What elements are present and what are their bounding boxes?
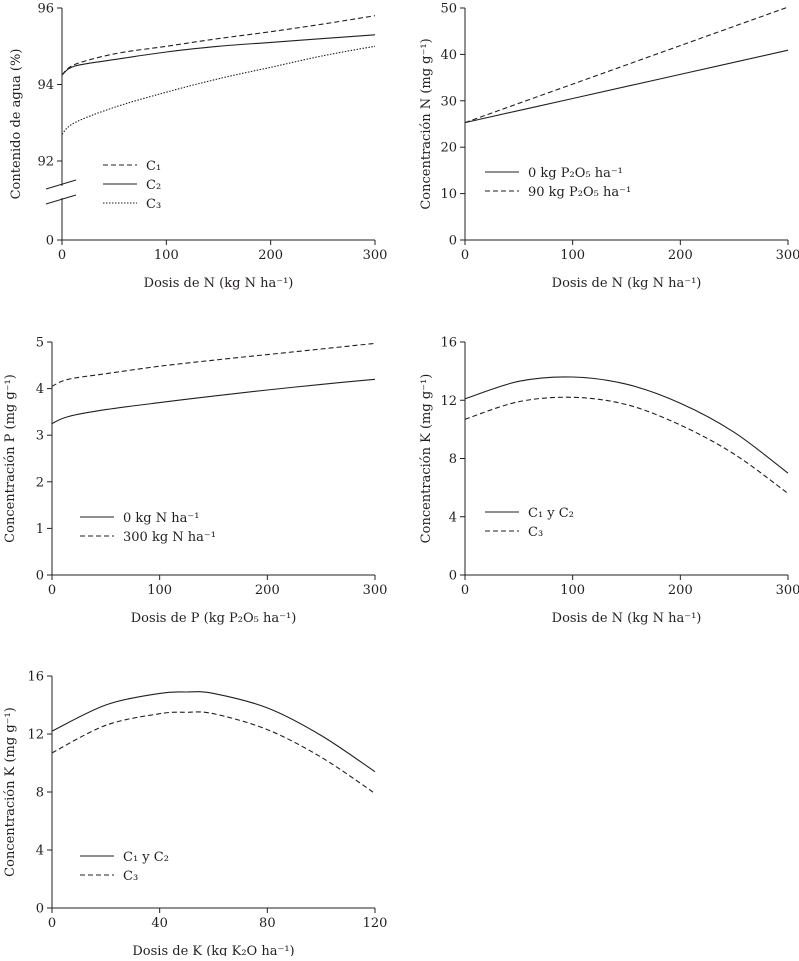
- y-axis-label: Concentración K (mg g⁻¹): [3, 707, 18, 877]
- chart-panel-2: 0 100 200 300 0 10 20 30 40 50 0 kg P₂O₅ ha⁻¹ 90 kg…: [419, 2, 799, 292]
- y-tick-label: 16: [27, 670, 44, 685]
- y-tick-label: 92: [37, 155, 54, 170]
- y-tick-label: 4: [36, 844, 44, 859]
- x-axis-label: Dosis de N (kg N ha⁻¹): [552, 611, 702, 626]
- y-tick-label: 8: [449, 452, 457, 467]
- series-line-1: [51, 378, 376, 425]
- x-tick-label: 120: [363, 916, 388, 931]
- y-tick-label: 16: [440, 336, 457, 351]
- y-tick-label: 20: [440, 141, 457, 156]
- y-tick-label: 4: [36, 382, 44, 397]
- x-tick-label: 100: [560, 248, 585, 263]
- y-tick-label: 0: [46, 234, 54, 249]
- y-tick-label: 5: [36, 336, 44, 351]
- series-line-2: [51, 711, 376, 794]
- series-line-1: [61, 15, 376, 76]
- x-axis-label: Dosis de K (kg K₂O ha⁻¹): [132, 944, 294, 956]
- x-axis-label: Dosis de N (kg N ha⁻¹): [144, 276, 294, 291]
- x-tick-label: 100: [560, 583, 585, 598]
- chart-panel-3: 0 100 200 300 0 1 2 3 4 5 0 kg N ha⁻¹ 300 kg N ha⁻¹…: [3, 336, 387, 627]
- x-axis-label: Dosis de P (kg P₂O₅ ha⁻¹): [131, 611, 297, 626]
- x-tick-label: 300: [776, 248, 799, 263]
- y-tick-label: 0: [449, 234, 457, 249]
- y-tick-label: 94: [37, 78, 54, 93]
- x-tick-label: 0: [48, 583, 56, 598]
- series-line-1: [464, 49, 789, 124]
- series-line-2: [464, 6, 789, 124]
- axis-break-mark: [45, 179, 77, 190]
- x-tick-label: 300: [363, 583, 388, 598]
- series-line-2: [51, 342, 376, 387]
- series-line-1: [464, 376, 789, 474]
- y-tick-label: 2: [36, 475, 44, 490]
- y-tick-label: 10: [440, 187, 457, 202]
- axis-break-gap: [59, 186, 65, 198]
- x-tick-label: 100: [147, 583, 172, 598]
- legend-label: C₃: [528, 525, 543, 540]
- y-tick-label: 96: [37, 2, 54, 17]
- y-tick-label: 8: [36, 786, 44, 801]
- legend-label: C₁ y C₂: [528, 506, 574, 521]
- x-tick-label: 300: [363, 248, 388, 263]
- legend-label: C₂: [146, 178, 161, 193]
- series-line-2: [464, 396, 789, 494]
- legend-label: 90 kg P₂O₅ ha⁻¹: [528, 185, 631, 200]
- x-tick-label: 80: [259, 916, 276, 931]
- y-tick-label: 12: [27, 728, 44, 743]
- x-tick-label: 200: [668, 248, 693, 263]
- chart-panel-4: 0 100 200 300 0 4 8 12 16 C₁ y C₂ C₃ Dosis de N (kg…: [419, 336, 799, 627]
- y-axis-label: Contenido de agua (%): [9, 49, 24, 200]
- y-tick-label: 40: [440, 48, 457, 63]
- x-tick-label: 0: [58, 248, 66, 263]
- legend-label: 0 kg P₂O₅ ha⁻¹: [528, 166, 623, 181]
- y-tick-label: 0: [36, 902, 44, 917]
- y-tick-label: 3: [36, 429, 44, 444]
- x-tick-label: 200: [255, 583, 280, 598]
- x-tick-label: 300: [776, 583, 799, 598]
- legend-label: C₁: [146, 159, 161, 174]
- series-line-3: [61, 45, 376, 135]
- series-line-2: [61, 34, 376, 76]
- y-tick-label: 4: [449, 510, 457, 525]
- x-tick-label: 40: [151, 916, 168, 931]
- y-axis-label: Concentración N (mg g⁻¹): [419, 38, 434, 209]
- chart-panel-5: 0 40 80 120 0 4 8 12 16 C₁ y C₂ C₃ Dosis de K (kg K…: [3, 670, 388, 960]
- legend-label: C₁ y C₂: [123, 850, 169, 865]
- y-tick-label: 30: [440, 94, 457, 109]
- legend-label: 0 kg N ha⁻¹: [123, 511, 199, 526]
- y-tick-label: 0: [36, 569, 44, 584]
- x-tick-label: 0: [48, 916, 56, 931]
- y-tick-label: 1: [36, 522, 44, 537]
- x-axis-label: Dosis de N (kg N ha⁻¹): [552, 276, 702, 291]
- y-axis-label: Concentración K (mg g⁻¹): [419, 374, 434, 544]
- x-tick-label: 200: [668, 583, 693, 598]
- y-tick-label: 50: [440, 2, 457, 17]
- x-tick-label: 100: [154, 248, 179, 263]
- series-line-1: [51, 691, 376, 773]
- x-tick-label: 0: [461, 583, 469, 598]
- legend-label: C₃: [146, 197, 161, 212]
- x-tick-label: 200: [258, 248, 283, 263]
- axis-break-mark: [45, 194, 77, 205]
- y-tick-label: 12: [440, 394, 457, 409]
- y-axis-label: Concentración P (mg g⁻¹): [3, 374, 18, 543]
- chart-panel-1: 0 100 200 300 0 92 94 96 C₁ C₂ C₃ Dosis de N (kg N …: [9, 2, 387, 292]
- legend-label: C₃: [123, 869, 138, 884]
- y-tick-label: 0: [449, 569, 457, 584]
- x-tick-label: 0: [461, 248, 469, 263]
- legend-label: 300 kg N ha⁻¹: [123, 530, 216, 545]
